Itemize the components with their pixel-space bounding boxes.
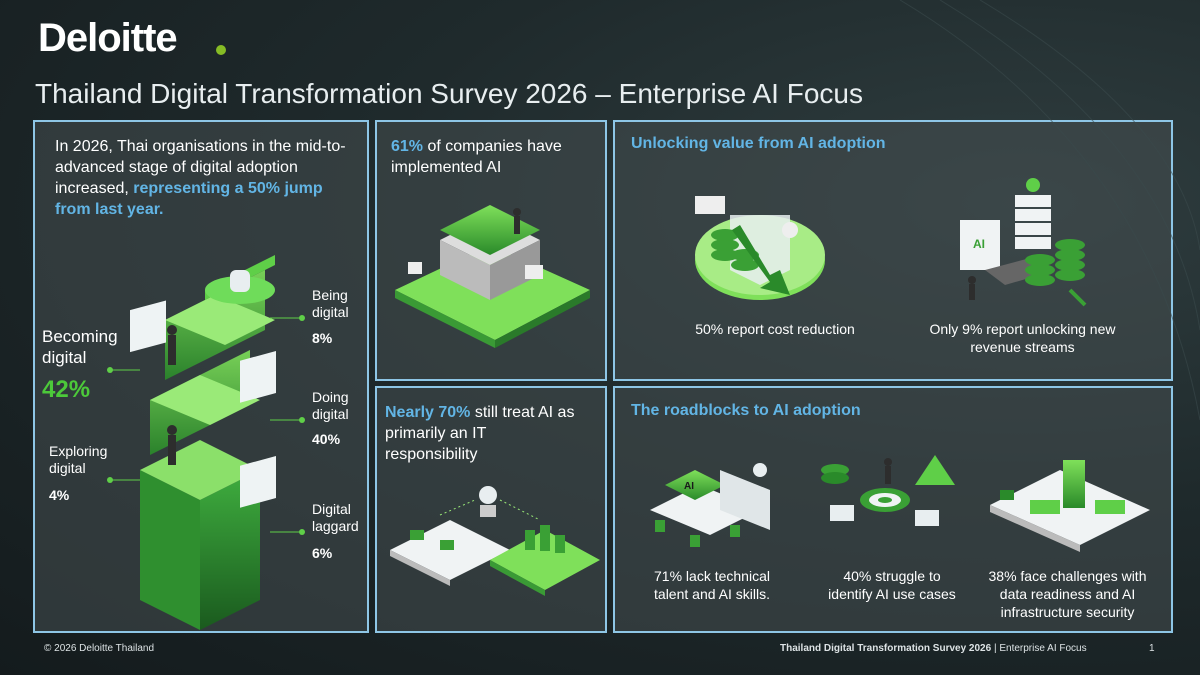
stage-value: 8% [312, 330, 333, 346]
intro: In 2026, Thai organisations in the mid-t… [55, 136, 350, 220]
implemented-highlight: 61% [391, 138, 424, 155]
logo: Deloitte [38, 16, 178, 60]
footer-survey: Thailand Digital Transformation Survey 2… [780, 643, 992, 654]
roadblock-item: 71% lack technical talent and AI skills. [654, 568, 770, 602]
implemented-body: of companies have implemented AI [391, 138, 562, 176]
it-highlight: Nearly 70% [385, 404, 471, 421]
stage-value: 6% [312, 545, 333, 561]
value-title: Unlocking value from AI adoption [631, 135, 886, 152]
stage-label: Digital laggard [312, 501, 359, 534]
stage-label: Becoming digital [42, 327, 118, 367]
stage-label: Exploring digital [49, 443, 108, 476]
stage-value: 40% [312, 431, 341, 447]
stage-value: 4% [49, 487, 70, 503]
it-body: still treat AI as primarily an IT respon… [385, 404, 575, 463]
slide-title: Thailand Digital Transformation Survey 2… [35, 78, 863, 109]
roadblock-item: 40% struggle to identify AI use cases [828, 568, 956, 602]
value-item: 50% report cost reduction [695, 321, 855, 337]
roadblocks-title: The roadblocks to AI adoption [631, 402, 861, 419]
footer-topic: Enterprise AI Focus [999, 643, 1087, 654]
stage-label: Doing digital [312, 389, 349, 422]
copyright: © 2026 Deloitte Thailand [44, 643, 155, 654]
logo-dot [216, 45, 226, 55]
page-number: 1 [1149, 643, 1155, 654]
intro-text: In 2026, Thai organisations in the mid-t… [55, 138, 346, 197]
it-text: Nearly 70% still treat AI as primarily a… [385, 402, 575, 465]
intro-highlight: representing a 50% jump from last year. [55, 180, 323, 218]
roadblock-item: 38% face challenges with data readiness … [988, 568, 1147, 620]
value-item: Only 9% report unlocking new revenue str… [929, 321, 1116, 355]
stage-value: 42% [42, 376, 91, 403]
footer-info: Thailand Digital Transformation Survey 2… [780, 643, 1087, 654]
implemented-text: 61% of companies have implemented AI [391, 136, 596, 178]
footer-separator: | [993, 643, 997, 654]
stage-label: Being digital [312, 287, 349, 320]
